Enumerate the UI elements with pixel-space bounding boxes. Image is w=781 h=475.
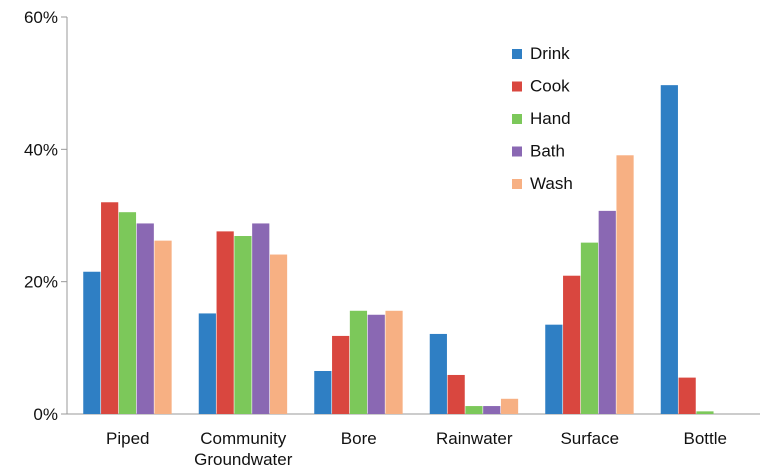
bar-cook-3 [448,375,465,414]
bar-drink-3 [430,334,447,414]
bar-hand-2 [350,311,367,414]
legend-label-bath: Bath [530,142,565,161]
bar-wash-4 [616,155,633,414]
legend-swatch-hand [512,114,522,124]
bar-drink-5 [661,85,678,414]
legend: Drink Cook Hand Bath Wash [512,44,573,193]
bar-bath-2 [368,315,385,414]
x-tick-label: Bottle [684,429,727,448]
legend-swatch-wash [512,179,522,189]
bar-drink-1 [199,313,216,414]
bar-wash-3 [501,399,518,414]
bar-hand-3 [465,406,482,414]
legend-label-wash: Wash [530,174,573,193]
legend-swatch-bath [512,147,522,157]
bar-drink-0 [83,272,100,414]
legend-swatch-drink [512,49,522,59]
legend-label-drink: Drink [530,44,570,63]
bar-drink-4 [545,325,562,414]
bar-cook-0 [101,202,118,414]
y-tick-label: 0% [33,405,58,424]
bar-cook-1 [217,231,234,414]
bar-group [83,85,713,414]
y-tick-label: 40% [24,140,58,159]
y-tick-group: 0% 20% 40% 60% [24,8,67,424]
bar-bath-3 [483,406,500,414]
y-tick-label: 20% [24,273,58,292]
bar-wash-0 [154,241,171,414]
bar-hand-4 [581,243,598,414]
bar-hand-1 [234,236,251,414]
bar-cook-5 [679,378,696,414]
bar-bath-1 [252,223,269,414]
bar-hand-0 [119,212,136,414]
bar-bath-0 [137,223,154,414]
legend-swatch-cook [512,82,522,92]
bar-cook-4 [563,276,580,414]
x-tick-label: Piped [106,429,149,448]
bar-wash-1 [270,255,287,414]
legend-label-hand: Hand [530,109,571,128]
x-tick-label: Community Groundwater [194,429,293,469]
bar-drink-2 [314,371,331,414]
bar-bath-4 [599,211,616,414]
x-tick-label-group: Piped Community Groundwater Bore Rainwater Su… [106,429,727,469]
bar-wash-2 [385,311,402,414]
bar-hand-5 [696,411,713,414]
y-tick-label: 60% [24,8,58,27]
x-tick-label: Rainwater [436,429,513,448]
x-tick-label: Surface [560,429,619,448]
x-tick-label: Bore [341,429,377,448]
legend-label-cook: Cook [530,77,570,96]
bar-cook-2 [332,336,349,414]
